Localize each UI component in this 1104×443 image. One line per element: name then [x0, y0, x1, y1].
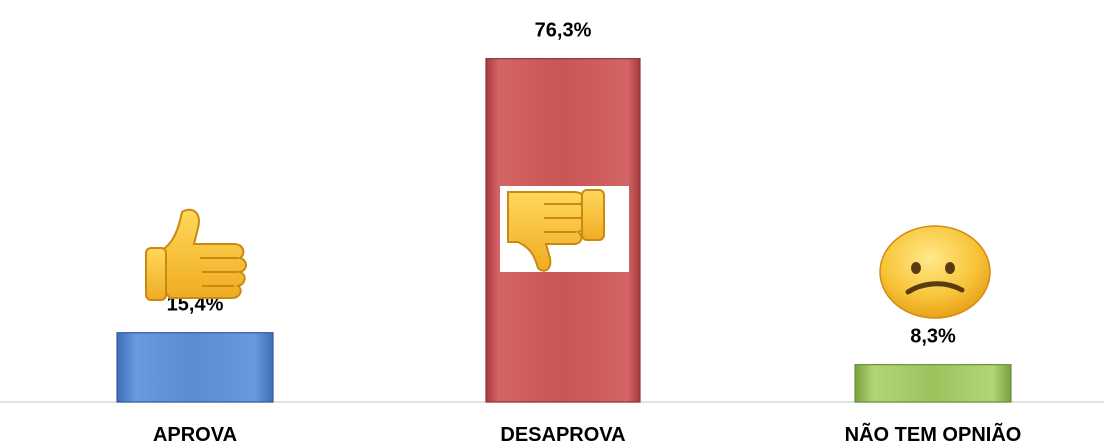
tick-label-aprova: APROVA: [153, 424, 237, 443]
data-label-nao-tem-opniao: 8,3%: [910, 326, 956, 348]
data-label-aprova: 15,4%: [167, 294, 224, 316]
confused-face-icon: [879, 225, 991, 319]
data-label-desaprova: 76,3%: [535, 20, 592, 42]
thumbs-up-icon: [145, 208, 247, 301]
bar-nao-tem-opniao: [854, 364, 1012, 403]
tick-label-desaprova: DESAPROVA: [500, 424, 625, 443]
bar-aprova: [116, 332, 274, 403]
thumbs-down-icon: [500, 186, 629, 272]
tick-label-nao-tem-opniao: NÃO TEM OPNIÃO: [845, 423, 1022, 443]
